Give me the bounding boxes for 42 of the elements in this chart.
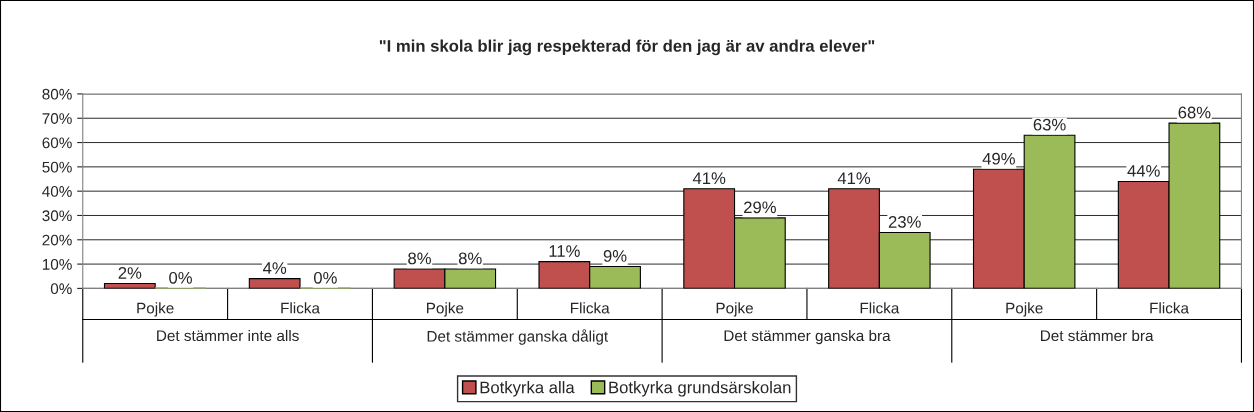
y-tick-label: 40%: [42, 186, 72, 197]
data-label: 2%: [118, 267, 142, 279]
y-tick-label: 70%: [42, 113, 72, 124]
data-label: 0%: [169, 271, 192, 284]
text: Det stämmer ganska bra: [724, 329, 891, 345]
data-label: 4%: [263, 262, 287, 274]
x-tick-label: Flicka: [1150, 302, 1189, 314]
x-tick-label: Pojke: [137, 302, 174, 317]
data-label: 23%: [888, 216, 921, 228]
data-label: 8%: [408, 252, 431, 265]
data-label: 8%: [458, 252, 482, 265]
data-label: 11%: [549, 245, 580, 257]
y-tick-label: 30%: [42, 210, 72, 222]
data-label: 0%: [313, 271, 337, 284]
text: Det stämmer inte alls: [157, 329, 299, 342]
data-label: 49%: [982, 152, 1015, 165]
y-tick-label: 0%: [50, 283, 72, 295]
data-label: 68%: [1178, 106, 1211, 119]
x-tick-label: Flicka: [281, 302, 320, 314]
y-tick-label: 50%: [42, 161, 72, 173]
data-label: 41%: [692, 172, 726, 184]
y-tick-label: 20%: [42, 234, 72, 246]
y-tick-label: 60%: [42, 137, 72, 149]
legend-label: Botkyrka grundsärskolan: [609, 381, 791, 397]
data-label: 9%: [603, 250, 627, 262]
data-label: 41%: [837, 172, 871, 184]
x-tick-label: Pojke: [716, 302, 753, 317]
y-tick-label: 10%: [42, 258, 72, 270]
bar: [103, 282, 156, 289]
text: Det stämmer ganska dåligt: [427, 329, 609, 345]
data-label: 63%: [1033, 118, 1066, 131]
data-label: 44%: [1127, 165, 1160, 177]
data-label: 29%: [744, 201, 776, 214]
bar: [248, 278, 301, 289]
x-tick-label: Pojke: [427, 302, 464, 317]
x-tick-label: Pojke: [1006, 302, 1043, 317]
x-tick-label: Flicka: [571, 302, 610, 314]
text: Det stämmer bra: [1041, 329, 1154, 342]
chart-title: "I min skola blir jag respekterad för den jag är av andra elever": [379, 39, 875, 56]
x-tick-label: Flicka: [860, 302, 900, 314]
y-tick-label: 80%: [42, 88, 72, 100]
legend-label: Botkyrka alla: [480, 381, 575, 397]
